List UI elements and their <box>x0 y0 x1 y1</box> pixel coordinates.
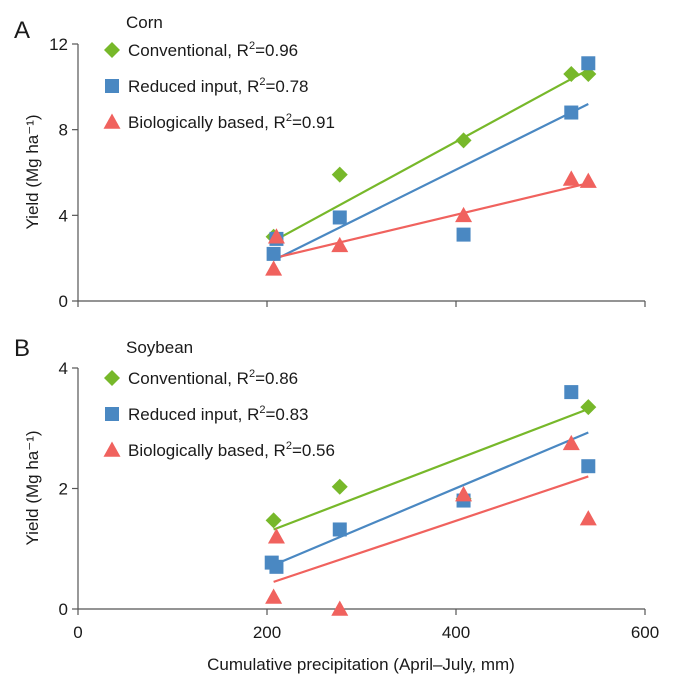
legend-conventional-marker <box>104 370 120 386</box>
biologically_based-point <box>331 600 349 616</box>
panel-b-y-axis-label: Yield (Mg ha⁻¹) <box>23 430 42 545</box>
panel-a-points <box>265 56 597 276</box>
panel-a-title: Corn <box>126 13 163 32</box>
panel-b-points <box>264 385 597 616</box>
biologically_based-point <box>562 434 580 451</box>
panel-b-fit-lines <box>273 407 589 583</box>
legend-biologically_based-marker <box>103 113 121 129</box>
reduced_input-point <box>564 105 579 120</box>
reduced_input-point <box>456 227 471 242</box>
conventional-point <box>563 65 580 82</box>
panel-a-legend: Conventional, R2=0.96 Reduced input, R2=0… <box>103 40 335 132</box>
reduced_input-point <box>564 385 579 400</box>
biologically_based-point <box>331 236 349 253</box>
panel-a-fit-lines <box>273 68 589 262</box>
reduced_input-fit-line <box>273 431 589 567</box>
y-tick-label: 0 <box>59 600 68 619</box>
conventional-fit-line <box>273 407 589 531</box>
panel-b-y-ticks: 0 2 4 <box>59 359 646 619</box>
biologically_based-point <box>579 172 597 188</box>
conventional-point <box>580 399 597 416</box>
x-axis-label: Cumulative precipitation (April–July, mm… <box>207 655 515 674</box>
x-tick-label: 200 <box>253 623 281 642</box>
legend-conventional-marker <box>104 42 120 58</box>
legend-conventional-label: Conventional, R2=0.86 <box>128 368 298 388</box>
panel-b-letter: B <box>14 335 30 362</box>
biologically_based-point <box>579 510 597 526</box>
x-tick-label: 600 <box>631 623 659 642</box>
panel-a-y-axis-label: Yield (Mg ha⁻¹) <box>23 114 42 229</box>
panel-b: B Soybean Yield (Mg ha⁻¹) 0 2 4 Convention… <box>14 335 646 619</box>
conventional-point <box>265 512 282 529</box>
biologically_based-point <box>265 260 283 276</box>
panel-a-letter: A <box>14 17 30 44</box>
y-tick-label: 4 <box>59 206 68 225</box>
y-tick-label: 4 <box>59 359 68 378</box>
x-axis-ticks: 0 200 400 600 <box>73 623 659 642</box>
conventional-fit-line <box>273 68 589 242</box>
y-tick-label: 12 <box>49 35 68 54</box>
x-tick-label: 0 <box>73 623 82 642</box>
conventional-point <box>331 166 348 183</box>
panel-a-y-ticks: 0 4 8 12 <box>49 35 646 311</box>
conventional-point <box>331 478 348 495</box>
y-tick-label: 8 <box>59 121 68 140</box>
legend-reduced_input-label: Reduced input, R2=0.83 <box>128 404 309 424</box>
legend-biologically_based-label: Biologically based, R2=0.91 <box>128 112 335 132</box>
biologically_based-point <box>455 206 473 223</box>
biologically_based-point <box>562 170 580 186</box>
reduced_input-point <box>581 56 596 71</box>
panel-a: A Corn Yield (Mg ha⁻¹) 0 4 8 12 Conventiona… <box>14 13 646 311</box>
biologically_based-point <box>267 228 285 244</box>
legend-biologically_based-marker <box>103 441 121 457</box>
reduced_input-fit-line <box>273 102 589 262</box>
y-tick-label: 2 <box>59 480 68 499</box>
reduced_input-point <box>266 246 281 261</box>
legend-biologically_based-label: Biologically based, R2=0.56 <box>128 440 335 460</box>
legend-conventional-label: Conventional, R2=0.96 <box>128 40 298 60</box>
legend-reduced_input-marker <box>105 407 119 421</box>
x-tick-label: 400 <box>442 623 470 642</box>
conventional-point <box>455 132 472 149</box>
legend-reduced_input-label: Reduced input, R2=0.78 <box>128 76 309 96</box>
reduced_input-point <box>581 459 596 474</box>
panel-b-legend: Conventional, R2=0.86 Reduced input, R2=0… <box>103 368 335 460</box>
reduced_input-point <box>332 522 347 537</box>
y-tick-label: 0 <box>59 292 68 311</box>
reduced_input-point <box>332 210 347 225</box>
biologically_based-point <box>265 588 283 604</box>
legend-reduced_input-marker <box>105 79 119 93</box>
biologically_based-point <box>455 486 473 502</box>
biologically_based-fit-line <box>273 182 589 260</box>
biologically_based-point <box>267 528 285 544</box>
panel-b-title: Soybean <box>126 338 193 357</box>
biologically_based-fit-line <box>273 475 589 583</box>
reduced_input-point <box>269 559 284 574</box>
